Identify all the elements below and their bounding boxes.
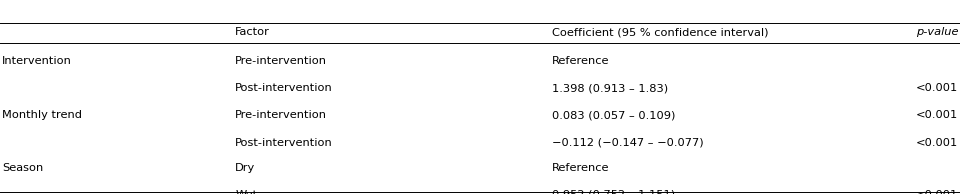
Text: Post-intervention: Post-intervention xyxy=(235,83,333,93)
Text: Pre-intervention: Pre-intervention xyxy=(235,110,327,120)
Text: Season: Season xyxy=(2,163,43,173)
Text: Wet: Wet xyxy=(235,190,257,194)
Text: 1.398 (0.913 – 1.83): 1.398 (0.913 – 1.83) xyxy=(552,83,668,93)
Text: <0.001: <0.001 xyxy=(916,190,958,194)
Text: Monthly trend: Monthly trend xyxy=(2,110,82,120)
Text: Pre-intervention: Pre-intervention xyxy=(235,56,327,66)
Text: 0.083 (0.057 – 0.109): 0.083 (0.057 – 0.109) xyxy=(552,110,676,120)
Text: Dry: Dry xyxy=(235,163,255,173)
Text: −0.112 (−0.147 – −0.077): −0.112 (−0.147 – −0.077) xyxy=(552,138,704,148)
Text: 0.952 (0.752 – 1.151): 0.952 (0.752 – 1.151) xyxy=(552,190,675,194)
Text: <0.001: <0.001 xyxy=(916,110,958,120)
Text: Reference: Reference xyxy=(552,56,610,66)
Text: p-value: p-value xyxy=(916,27,958,37)
Text: <0.001: <0.001 xyxy=(916,83,958,93)
Text: Post-intervention: Post-intervention xyxy=(235,138,333,148)
Text: <0.001: <0.001 xyxy=(916,138,958,148)
Text: Factor: Factor xyxy=(235,27,270,37)
Text: Reference: Reference xyxy=(552,163,610,173)
Text: Coefficient (95 % confidence interval): Coefficient (95 % confidence interval) xyxy=(552,27,769,37)
Text: Intervention: Intervention xyxy=(2,56,72,66)
